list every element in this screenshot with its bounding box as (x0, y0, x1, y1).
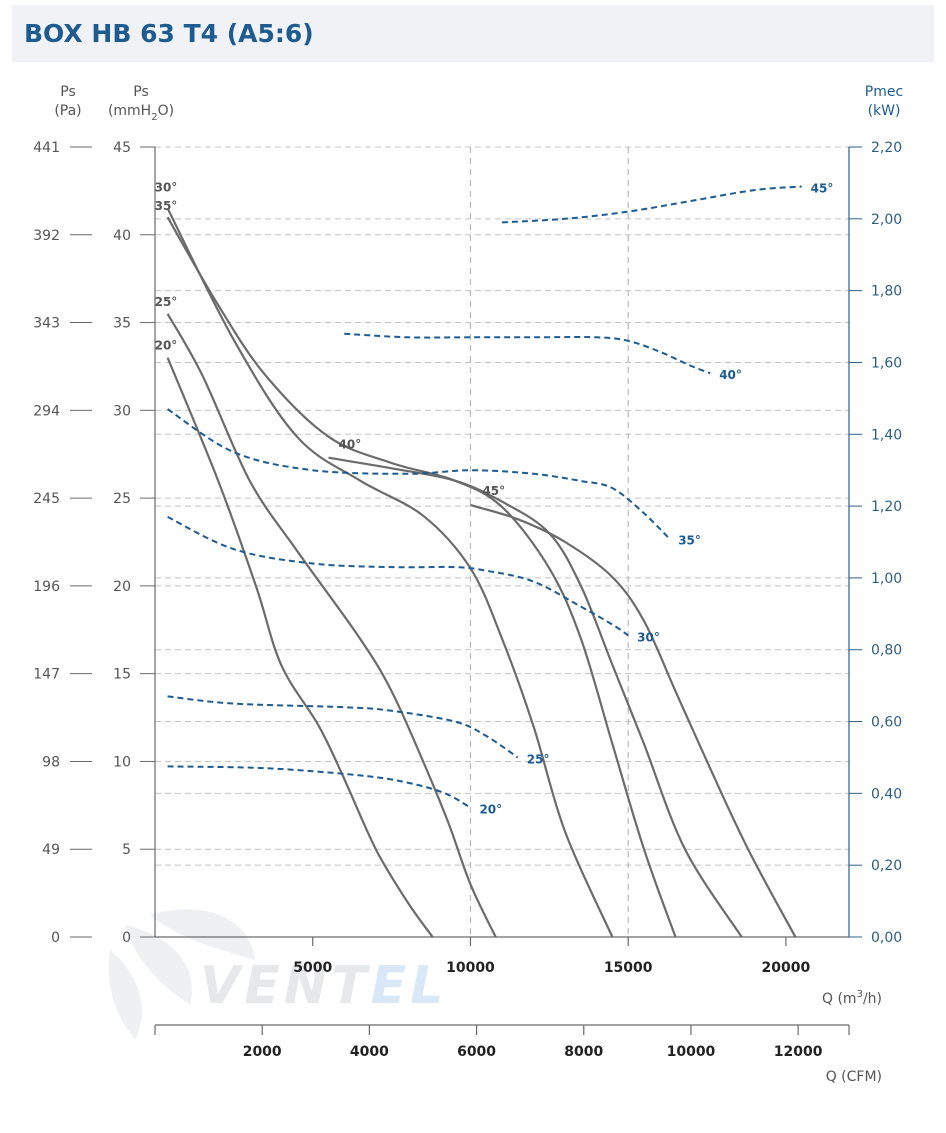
right-kw-label-unit: (kW) (868, 103, 901, 119)
tick-label-mmh2o: 20 (113, 579, 131, 595)
tick-label-mmh2o: 10 (113, 754, 131, 770)
tick-label-pa: 294 (33, 403, 60, 419)
tick-label-m3h: 15000 (604, 960, 653, 976)
left-mmh2o-label-unit: (mmH2O) (108, 103, 174, 123)
tick-label-pa: 343 (33, 316, 60, 332)
tick-label-cfm: 2000 (243, 1044, 282, 1060)
tick-label-pa: 392 (33, 228, 60, 244)
left-pa-label-top: Ps (60, 84, 76, 100)
tick-label-pa: 49 (42, 842, 60, 858)
x-m3h-label: Q (m3/h) (822, 989, 882, 1007)
pressure-curve-45deg (470, 504, 797, 938)
power-curves: 20° 25° 30° 35° 40° 45° (167, 182, 834, 817)
tick-label-mmh2o: 25 (113, 491, 131, 507)
tick-label-m3h: 10000 (446, 960, 495, 976)
pressure-curve-label: 30° (155, 180, 178, 194)
tick-label-pa: 98 (42, 754, 60, 770)
axis-labels: Ps (Pa) Ps (mmH2O) Pmec (kW) Q (m3/h) Q … (54, 84, 903, 1085)
tick-label-kw: 0,20 (871, 858, 902, 874)
power-curve-25deg (167, 695, 519, 759)
tick-label-pa: 147 (33, 667, 60, 683)
power-curve-45deg (501, 185, 802, 224)
tick-label-kw: 1,20 (871, 499, 902, 515)
tick-label-pa: 441 (33, 140, 60, 156)
watermark-text: VENTEL (200, 956, 447, 1016)
tick-label-mmh2o: 40 (113, 228, 131, 244)
tick-label-pa: 196 (33, 579, 60, 595)
tick-label-cfm: 6000 (457, 1044, 496, 1060)
page-title: BOX HB 63 T4 (A5:6) (24, 19, 314, 48)
tick-label-cfm: 12000 (774, 1044, 823, 1060)
header-bar: BOX HB 63 T4 (A5:6) (12, 5, 934, 62)
tick-label-kw: 1,00 (871, 571, 902, 587)
pressure-curve-20deg (166, 357, 434, 938)
power-curve-label: 30° (637, 630, 660, 644)
tick-label-kw: 1,80 (871, 284, 902, 300)
tick-label-kw: 0,80 (871, 643, 902, 659)
tick-label-mmh2o: 5 (122, 842, 131, 858)
pressure-curve-35deg (166, 216, 677, 938)
power-curve-20deg (167, 765, 472, 809)
x-m3h-label-post: /h) (863, 991, 882, 1007)
tick-label-mmh2o: 15 (113, 667, 131, 683)
tick-label-pa: 0 (51, 930, 60, 946)
tick-label-kw: 1,60 (871, 355, 902, 371)
tick-label-kw: 0,40 (871, 786, 902, 802)
left-pa-label-unit: (Pa) (54, 103, 81, 119)
tick-label-kw: 2,00 (871, 212, 902, 228)
x-m3h-label-sup: 3 (857, 989, 863, 1000)
axes: 0 5 10 15 20 25 30 35 40 45 0 49 98 147 196 245 294 343 39… (33, 140, 902, 1060)
horizontal-gridlines (155, 146, 849, 866)
pressure-curve-30deg (166, 207, 614, 938)
tick-label-kw: 2,20 (871, 140, 902, 156)
tick-label-mmh2o: 30 (113, 403, 131, 419)
tick-label-kw: 1,40 (871, 427, 902, 443)
pressure-curve-label: 45° (482, 484, 505, 498)
pressure-curve-40deg (328, 456, 743, 938)
tick-label-mmh2o: 35 (113, 316, 131, 332)
tick-label-pa: 245 (33, 491, 60, 507)
pressure-curve-25deg (166, 313, 497, 938)
pressure-curves: 20° 25° 30° 35° 40° 45° (155, 180, 797, 938)
right-kw-label-top: Pmec (865, 84, 903, 100)
tick-label-kw: 0,00 (871, 930, 902, 946)
tick-label-cfm: 10000 (667, 1044, 716, 1060)
ventel-watermark-logo: VENTEL (108, 909, 447, 1040)
tick-label-kw: 0,60 (871, 715, 902, 731)
left-mmh2o-unit-sub: 2 (151, 112, 157, 123)
x-cfm-label: Q (CFM) (826, 1069, 882, 1085)
power-curve-35deg (167, 408, 670, 540)
power-curve-label: 25° (527, 752, 550, 766)
power-curve-30deg (167, 516, 629, 637)
left-mmh2o-label-top: Ps (133, 84, 149, 100)
tick-label-mmh2o: 0 (122, 930, 131, 946)
tick-label-mmh2o: 45 (113, 140, 131, 156)
tick-label-m3h: 20000 (762, 960, 811, 976)
power-curve-label: 35° (678, 533, 701, 547)
x-m3h-label-pre: Q (m (822, 991, 857, 1007)
pressure-curve-label: 25° (155, 295, 178, 309)
power-curve-label: 40° (719, 368, 742, 382)
pressure-curve-label: 35° (155, 199, 178, 213)
tick-label-m3h: 5000 (293, 960, 332, 976)
power-curve-label: 20° (479, 803, 502, 817)
vertical-gridlines (469, 147, 629, 937)
left-mmh2o-unit-pre: (mmH (108, 103, 151, 119)
power-curve-40deg (344, 332, 711, 375)
fan-blade-watermark-icon (108, 909, 255, 1040)
tick-label-cfm: 4000 (350, 1044, 389, 1060)
power-curve-label: 45° (811, 182, 834, 196)
left-mmh2o-unit-post: O) (158, 103, 174, 119)
tick-label-cfm: 8000 (564, 1044, 603, 1060)
pressure-curve-label: 40° (339, 438, 362, 452)
pressure-curve-label: 20° (155, 339, 178, 353)
